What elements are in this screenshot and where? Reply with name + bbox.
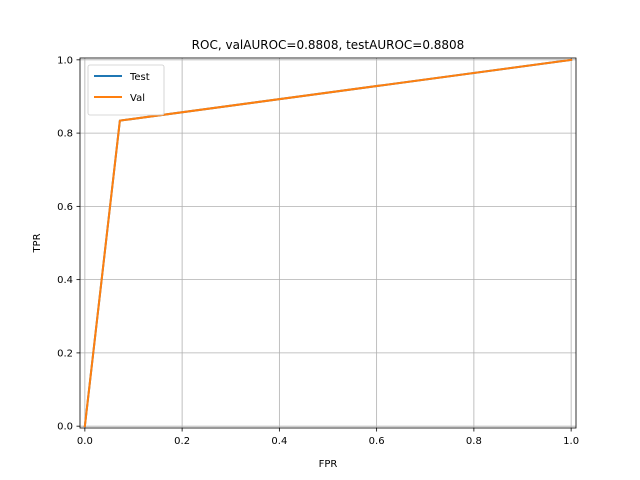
plot-area-frame bbox=[79, 57, 577, 429]
x-axis-ticks: 0.0 0.2 0.4 0.6 0.8 1.0 bbox=[77, 428, 579, 447]
legend: Test Val bbox=[87, 64, 165, 116]
y-tick-label: 0.0 bbox=[57, 422, 73, 433]
y-tick-label: 0.2 bbox=[57, 348, 73, 359]
x-tick-label: 0.8 bbox=[466, 436, 482, 447]
series-lines bbox=[83, 58, 573, 428]
legend-box bbox=[87, 64, 165, 116]
x-axis-label: FPR bbox=[319, 459, 338, 470]
series-line-val bbox=[83, 58, 573, 428]
legend-label-val: Val bbox=[130, 93, 145, 104]
x-tick-label: 0.6 bbox=[369, 436, 385, 447]
y-axis-label: TPR bbox=[32, 233, 43, 253]
chart-title: ROC, valAUROC=0.8808, testAUROC=0.8808 bbox=[192, 38, 465, 52]
x-tick-label: 0.2 bbox=[174, 436, 190, 447]
x-tick-label: 0.0 bbox=[77, 436, 93, 447]
y-tick-label: 0.8 bbox=[57, 129, 73, 140]
x-tick-label: 1.0 bbox=[563, 436, 579, 447]
y-tick-label: 0.6 bbox=[57, 202, 73, 213]
legend-label-test: Test bbox=[129, 72, 150, 83]
y-tick-label: 0.4 bbox=[57, 275, 73, 286]
grid-lines bbox=[80, 58, 576, 428]
y-axis-ticks: 0.0 0.2 0.4 0.6 0.8 1.0 bbox=[57, 55, 80, 433]
y-tick-label: 1.0 bbox=[57, 55, 73, 66]
x-tick-label: 0.4 bbox=[271, 436, 287, 447]
